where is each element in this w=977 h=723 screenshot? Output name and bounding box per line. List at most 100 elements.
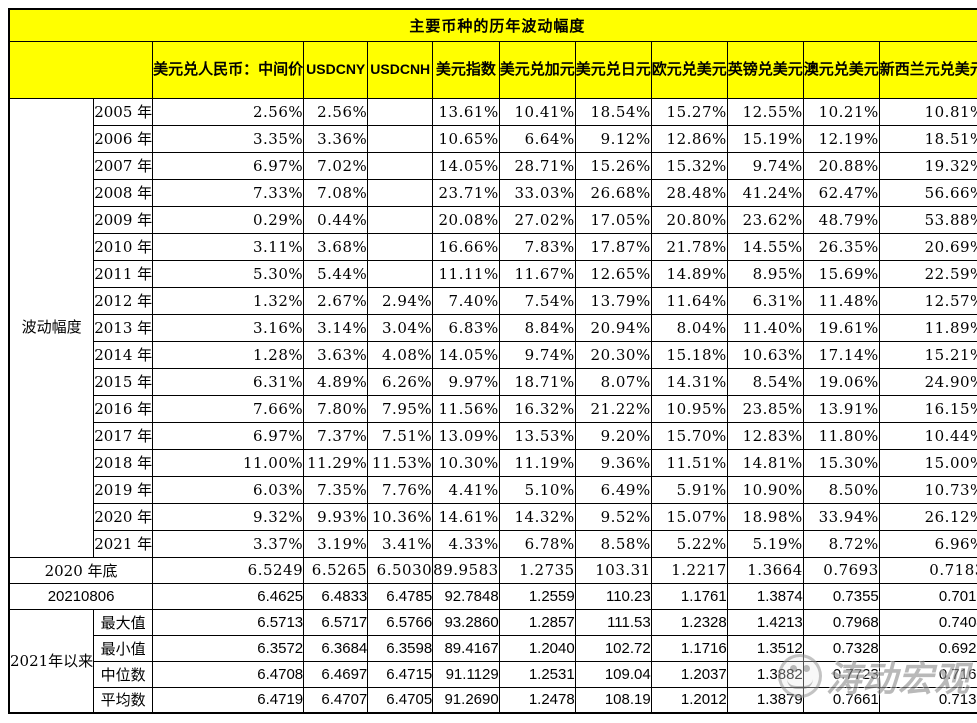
value-cell: 11.40%	[726, 313, 804, 342]
value-cell: 22.59%	[878, 259, 977, 288]
value-cell: 16.32%	[498, 394, 576, 423]
value-cell: 6.4705	[367, 686, 434, 714]
value-cell: 6.4785	[367, 582, 434, 610]
year-row: 2007 年 6.97% 7.02% 14.05% 28.71% 15.26% 15.32%…	[9, 151, 977, 180]
table-title: 主要币种的历年波动幅度	[8, 8, 977, 42]
since-2021-row: 中位数 6.4708 6.4697 6.4715 91.1129 1.2531 109.04…	[9, 660, 977, 688]
value-cell: 28.71%	[498, 151, 576, 180]
value-cell: 6.5265	[303, 556, 369, 584]
value-cell: 15.26%	[574, 151, 652, 180]
value-cell: 11.48%	[802, 286, 880, 315]
value-cell: 89.9583	[432, 556, 500, 584]
value-cell: 6.78%	[498, 529, 576, 558]
year-label: 2014 年	[93, 340, 154, 369]
value-cell: 1.4213	[726, 608, 804, 636]
value-cell: 19.32%	[878, 151, 977, 180]
value-cell	[367, 97, 434, 126]
value-cell: 9.36%	[574, 448, 652, 477]
value-cell: 17.05%	[574, 205, 652, 234]
value-cell: 6.4715	[367, 660, 434, 688]
value-cell: 1.2037	[650, 660, 728, 688]
value-cell: 48.79%	[802, 205, 880, 234]
value-cell: 12.55%	[726, 97, 804, 126]
value-cell: 8.54%	[726, 367, 804, 396]
value-cell: 62.47%	[802, 178, 880, 207]
value-cell: 2.94%	[367, 286, 434, 315]
year-label: 2006 年	[93, 124, 154, 153]
value-cell: 8.72%	[802, 529, 880, 558]
value-cell: 3.41%	[367, 529, 434, 558]
since-2021-label: 2021年以来	[8, 608, 95, 714]
value-cell: 1.2012	[650, 686, 728, 714]
value-cell: 11.64%	[650, 286, 728, 315]
value-cell: 26.12%	[878, 502, 977, 531]
value-cell: 6.64%	[498, 124, 576, 153]
col-header-audusd: 澳元兑美元	[802, 40, 880, 99]
title-row: 主要币种的历年波动幅度	[8, 8, 977, 42]
value-cell: 6.31%	[726, 286, 804, 315]
value-cell: 19.61%	[802, 313, 880, 342]
value-cell: 2.56%	[152, 97, 305, 126]
value-cell: 6.97%	[152, 151, 305, 180]
col-header-dxy: 美元指数	[432, 40, 500, 99]
value-cell: 3.37%	[152, 529, 305, 558]
value-cell: 11.56%	[432, 394, 500, 423]
value-cell: 15.70%	[650, 421, 728, 450]
value-cell: 21.78%	[650, 232, 728, 261]
value-cell: 9.74%	[498, 340, 576, 369]
year-row: 2018 年 11.00% 11.29% 11.53% 10.30% 11.19% 9.36…	[9, 448, 977, 477]
value-cell	[367, 151, 434, 180]
col-header-gbpusd: 英镑兑美元	[726, 40, 804, 99]
value-cell: 17.87%	[574, 232, 652, 261]
value-cell: 2.56%	[303, 97, 369, 126]
value-cell: 12.83%	[726, 421, 804, 450]
value-cell: 7.80%	[303, 394, 369, 423]
value-cell: 0.7355	[802, 582, 880, 610]
col-header-usdcny: USDCNY	[303, 40, 369, 99]
year-label: 2012 年	[93, 286, 154, 315]
value-cell: 14.55%	[726, 232, 804, 261]
value-cell: 53.88%	[878, 205, 977, 234]
col-header-nzdusd: 新西兰元兑美元	[878, 40, 977, 99]
value-cell: 26.68%	[574, 178, 652, 207]
year-row: 2013 年 3.16% 3.14% 3.04% 6.83% 8.84% 20.94% 8.0…	[9, 313, 977, 342]
col-header-usdcnh: USDCNH	[367, 40, 434, 99]
header-empty-cell	[8, 40, 154, 99]
value-cell: 14.05%	[432, 151, 500, 180]
year-label: 2016 年	[93, 394, 154, 423]
value-cell: 8.07%	[574, 367, 652, 396]
value-cell: 33.03%	[498, 178, 576, 207]
value-cell: 0.7661	[802, 686, 880, 714]
value-cell: 23.85%	[726, 394, 804, 423]
value-cell: 18.51%	[878, 124, 977, 153]
value-cell: 8.04%	[650, 313, 728, 342]
value-cell: 6.5766	[367, 608, 434, 636]
value-cell: 12.65%	[574, 259, 652, 288]
col-header-usdjpy: 美元兑日元	[574, 40, 652, 99]
value-cell: 102.72	[574, 634, 652, 662]
value-cell: 8.84%	[498, 313, 576, 342]
value-cell: 10.90%	[726, 475, 804, 504]
value-cell: 1.3664	[726, 556, 804, 584]
value-cell: 6.26%	[367, 367, 434, 396]
value-cell	[367, 205, 434, 234]
value-cell: 15.21%	[878, 340, 977, 369]
value-cell: 0.7968	[802, 608, 880, 636]
value-cell: 14.05%	[432, 340, 500, 369]
value-cell: 13.79%	[574, 286, 652, 315]
value-cell: 3.04%	[367, 313, 434, 342]
value-cell: 20.88%	[802, 151, 880, 180]
value-cell: 1.2559	[498, 582, 576, 610]
value-cell: 6.5713	[152, 608, 305, 636]
value-cell: 14.61%	[432, 502, 500, 531]
value-cell: 1.3874	[726, 582, 804, 610]
value-cell: 4.33%	[432, 529, 500, 558]
value-cell: 109.04	[574, 660, 652, 688]
value-cell: 9.93%	[303, 502, 369, 531]
year-row: 2010 年 3.11% 3.68% 16.66% 7.83% 17.87% 21.78% 1…	[9, 232, 977, 261]
value-cell: 18.71%	[498, 367, 576, 396]
value-cell: 6.4707	[303, 686, 369, 714]
value-cell: 11.51%	[650, 448, 728, 477]
year-label: 2019 年	[93, 475, 154, 504]
value-cell: 15.19%	[726, 124, 804, 153]
